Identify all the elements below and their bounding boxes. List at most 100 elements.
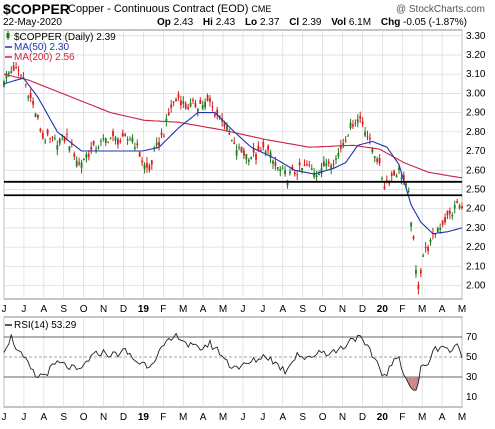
price-x-tick-label: N [100, 304, 107, 315]
price-candle-body [32, 101, 34, 105]
price-candle-body [376, 158, 379, 162]
price-candle-body [289, 171, 291, 174]
price-candle-body [160, 132, 163, 136]
open-label: Op [157, 17, 171, 28]
price-candle-body [12, 65, 15, 71]
price-candle-body [49, 137, 51, 139]
legend-candle-body [6, 33, 10, 38]
rsi-x-tick-label: D [359, 412, 366, 423]
price-candle-body [434, 233, 437, 235]
price-candle-body [344, 140, 347, 141]
price-candle-body [53, 138, 56, 139]
price-x-tick-label: D [359, 304, 366, 315]
price-candle-body [20, 74, 22, 76]
price-x-tick-label: A [279, 304, 286, 315]
rsi-x-tick-label: J [21, 412, 26, 423]
rsi-oversold-fill [408, 377, 412, 389]
price-candle-body [264, 151, 267, 154]
chg-value: -0.05 (-1.87%) [403, 17, 468, 28]
price-x-tick-label: M [179, 304, 187, 315]
rsi-x-tick-label: D [120, 412, 127, 423]
price-candle-body [143, 165, 146, 169]
price-candle-body [330, 165, 333, 170]
price-y-tick-label: 2.00 [466, 281, 486, 292]
rsi-x-tick-label: N [100, 412, 107, 423]
price-candle-body [422, 255, 425, 257]
rsi-x-tick-label: M [458, 412, 466, 423]
rsi-panel: 10 30 50 70 RSI(14) 53.29 J J A S O N D 19 F M A M J J A S O N… [2, 316, 478, 423]
price-candle-body [313, 172, 316, 177]
rsi-x-tick-label: A [200, 412, 207, 423]
brand-label: @ StockCharts.com [395, 4, 485, 15]
price-x-tick-label: M [418, 304, 426, 315]
low-value: 2.37 [259, 17, 280, 28]
price-candle-body [284, 170, 287, 175]
price-candle-body [165, 118, 168, 122]
price-candle-body [216, 109, 219, 115]
price-candle-body [116, 139, 119, 145]
price-y-tick-label: 3.00 [466, 88, 486, 99]
close-label: Cl [289, 17, 300, 28]
price-candle-body [90, 147, 93, 150]
rsi-x-tick-label: O [80, 412, 88, 423]
price-candle-body [240, 147, 243, 153]
close-value: 2.39 [301, 17, 322, 28]
price-candle-body [27, 96, 30, 98]
price-candle-body [80, 162, 83, 168]
price-candle-body [163, 135, 165, 137]
price-y-tick-label: 3.10 [466, 69, 486, 80]
rsi-line [3, 332, 463, 391]
price-candle-body [211, 106, 214, 108]
description-text: Copper - Continuous Contract (EOD) [68, 3, 249, 15]
price-candle-body [150, 160, 153, 165]
price-candle-body [230, 139, 233, 141]
price-candle-body [204, 101, 207, 108]
price-candle-body [228, 132, 231, 135]
price-candle-body [356, 119, 359, 123]
price-candle-body [155, 142, 158, 146]
price-candle-body [441, 220, 444, 225]
price-candle-body [148, 165, 151, 171]
price-y-tick-label: 2.70 [466, 146, 486, 157]
price-y-tick-label: 2.50 [466, 184, 486, 195]
price-candle-body [451, 214, 454, 217]
price-candle-body [419, 270, 422, 274]
ma200-legend-label: MA(200) 2.56 [14, 52, 75, 63]
rsi-x-tick-label: A [40, 412, 47, 423]
price-candle-body [388, 182, 391, 184]
rsi-y-tick-label: 50 [466, 352, 478, 363]
price-x-tick-label: J [240, 304, 245, 315]
price-candle-body [75, 160, 78, 167]
price-candle-body [189, 102, 192, 107]
price-x-tick-label: S [299, 304, 306, 315]
price-candle-body [335, 158, 337, 160]
rsi-x-tick-label: J [2, 412, 7, 423]
price-candle-body [390, 173, 393, 176]
price-candle-body [301, 168, 303, 171]
price-candle-body [196, 108, 199, 112]
price-candle-body [395, 175, 398, 178]
price-candle-body [461, 206, 463, 209]
price-y-tick-label: 3.20 [466, 50, 486, 61]
price-candle-body [274, 162, 277, 167]
price-candle-body [172, 101, 175, 103]
price-candle-body [102, 138, 105, 139]
price-candle-body [112, 131, 114, 137]
ma50-legend-label: MA(50) 2.30 [14, 42, 69, 53]
price-candle-body [199, 99, 202, 105]
price-candle-body [259, 149, 262, 151]
price-candle-body [306, 164, 308, 166]
rsi-x-tick-label: 20 [377, 412, 389, 423]
price-x-tick-label: A [200, 304, 207, 315]
price-candle-body [187, 107, 190, 109]
price-candle-body [407, 191, 410, 192]
rsi-y-tick-label: 30 [466, 372, 478, 383]
rsi-x-tick-label: A [279, 412, 286, 423]
price-candle-body [170, 104, 173, 108]
price-candle-body [136, 143, 139, 146]
price-candle-body [34, 113, 37, 118]
price-candle-body [308, 164, 311, 166]
price-candle-body [243, 150, 245, 156]
price-x-tick-label: 19 [138, 304, 150, 315]
